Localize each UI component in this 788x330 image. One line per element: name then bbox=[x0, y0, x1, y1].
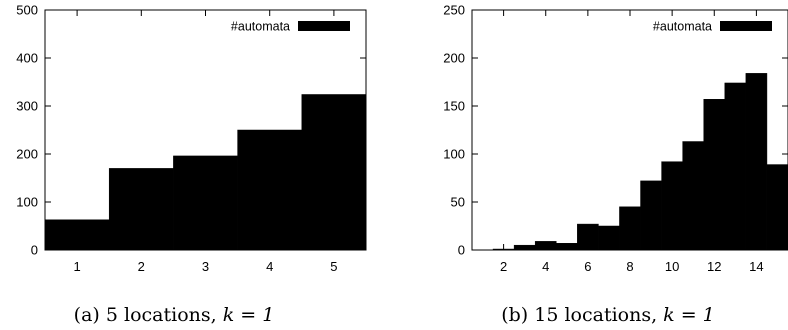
chart-b-ytick-label: 50 bbox=[451, 195, 465, 210]
chart-b-bar-3 bbox=[513, 244, 536, 251]
chart-b-xtick-label: 14 bbox=[749, 259, 763, 274]
chart-b-bar-15 bbox=[766, 164, 788, 251]
chart-a-bar-5 bbox=[301, 94, 367, 251]
chart-a-caption: (a) 5 locations, k = 1 bbox=[74, 304, 275, 326]
chart-b-ytick-label: 200 bbox=[443, 51, 465, 66]
chart-a-ticks: 0 100 200 300 400 500 1 2 3 4 5 bbox=[16, 3, 366, 274]
chart-a-ytick-label: 100 bbox=[16, 195, 38, 210]
chart-a-legend-swatch bbox=[298, 21, 350, 31]
chart-a-ytick-label: 300 bbox=[16, 99, 38, 114]
chart-b-bar-14 bbox=[745, 73, 768, 251]
chart-b-xtick-label: 10 bbox=[665, 259, 679, 274]
chart-a-ytick-label: 500 bbox=[16, 3, 38, 18]
chart-a-caption-text: (a) 5 locations, bbox=[74, 304, 217, 326]
chart-b-xtick-label: 12 bbox=[707, 259, 721, 274]
chart-a-xtick-label: 5 bbox=[330, 259, 337, 274]
chart-b-bar-8 bbox=[619, 206, 641, 251]
chart-a-ytick-label: 200 bbox=[16, 147, 38, 162]
chart-a: 0 100 200 300 400 500 1 2 3 4 5 #automata (a) 5 lo… bbox=[16, 3, 367, 326]
chart-b-xtick-label: 8 bbox=[626, 259, 633, 274]
chart-a-xtick-label: 2 bbox=[138, 259, 145, 274]
chart-b-ytick-label: 0 bbox=[458, 243, 465, 258]
chart-b-bar-9 bbox=[640, 180, 662, 251]
chart-b-caption-text: (b) 15 locations, bbox=[501, 304, 657, 326]
chart-b-ytick-label: 150 bbox=[443, 99, 465, 114]
chart-b-xtick-label: 2 bbox=[500, 259, 507, 274]
chart-b-xtick-label: 6 bbox=[584, 259, 591, 274]
chart-a-legend: #automata bbox=[231, 20, 350, 34]
chart-a-xtick-label: 1 bbox=[73, 259, 80, 274]
chart-b-caption: (b) 15 locations, k = 1 bbox=[501, 304, 715, 326]
chart-b-xtick-label: 4 bbox=[542, 259, 549, 274]
chart-a-caption-math: k = 1 bbox=[223, 304, 275, 326]
chart-b: 0 50 100 150 200 250 2 4 6 8 10 12 14 #automata (b) … bbox=[443, 3, 788, 326]
chart-b-caption-math: k = 1 bbox=[663, 304, 715, 326]
chart-b-ytick-label: 100 bbox=[443, 147, 465, 162]
chart-a-ytick-label: 0 bbox=[31, 243, 38, 258]
chart-a-xtick-label: 4 bbox=[266, 259, 273, 274]
chart-b-bar-13 bbox=[724, 82, 747, 251]
chart-a-bars bbox=[44, 94, 367, 251]
chart-b-bar-10 bbox=[661, 161, 683, 251]
chart-a-ytick-label: 400 bbox=[16, 51, 38, 66]
chart-b-legend-label: #automata bbox=[653, 20, 712, 34]
chart-a-bar-4 bbox=[237, 129, 303, 251]
chart-b-legend-swatch bbox=[720, 21, 772, 31]
chart-b-bar-5 bbox=[556, 243, 578, 251]
chart-b-legend: #automata bbox=[653, 20, 772, 34]
chart-b-bar-12 bbox=[703, 99, 726, 251]
chart-b-bar-11 bbox=[682, 141, 704, 251]
chart-b-ticks: 0 50 100 150 200 250 2 4 6 8 10 12 14 bbox=[443, 3, 788, 274]
chart-b-bars bbox=[492, 73, 788, 251]
chart-a-xtick-label: 3 bbox=[202, 259, 209, 274]
chart-a-bar-3 bbox=[173, 155, 238, 251]
chart-a-bar-2 bbox=[108, 168, 174, 251]
chart-b-ytick-label: 250 bbox=[443, 3, 465, 18]
chart-b-bar-7 bbox=[598, 225, 620, 251]
chart-a-legend-label: #automata bbox=[231, 20, 290, 34]
